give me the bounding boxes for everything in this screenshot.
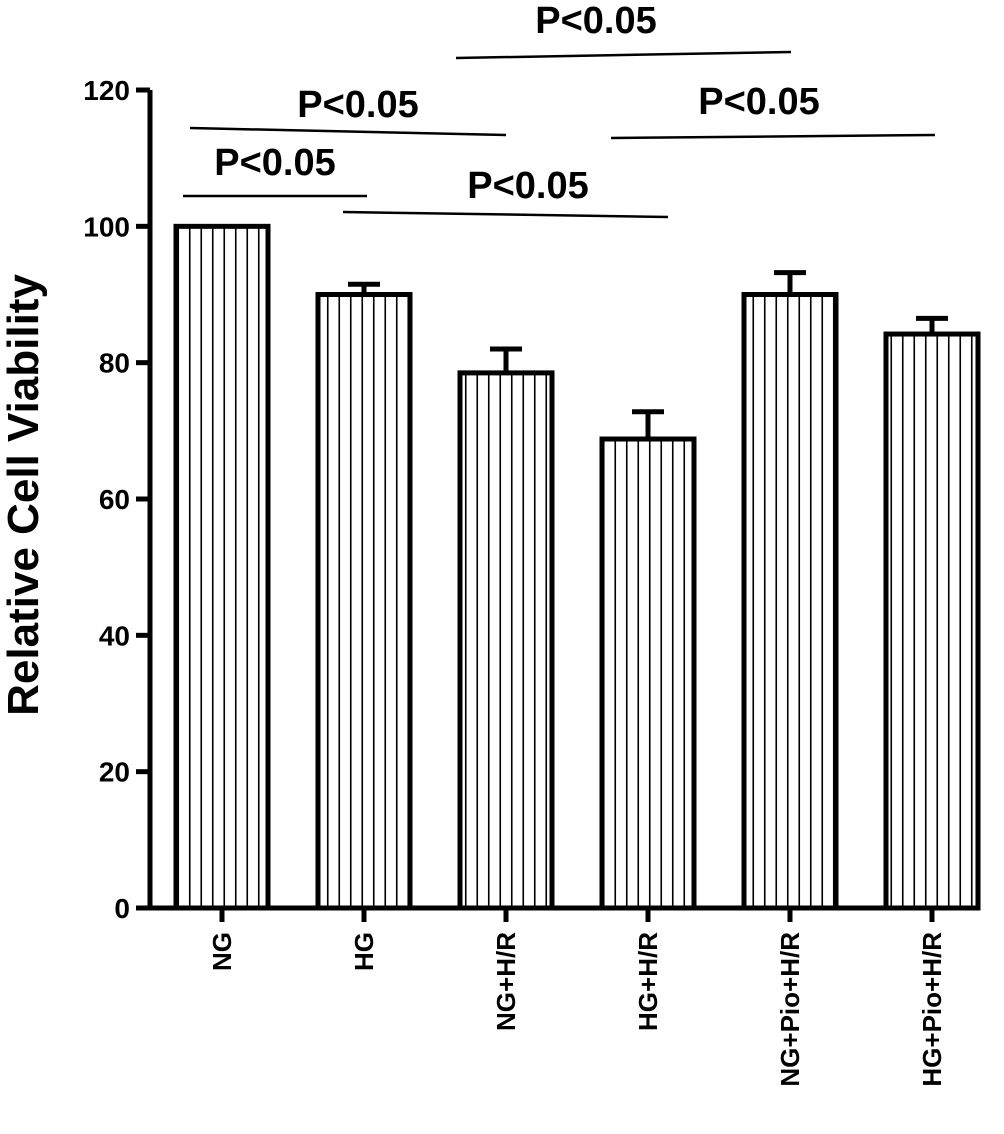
significance-line: [610, 133, 936, 140]
x-tick-label: HG+Pio+H/R: [917, 932, 947, 1087]
significance-line: [455, 50, 792, 60]
y-axis-label: Relative Cell Viability: [0, 274, 48, 716]
bar: [599, 436, 697, 911]
bar: [315, 292, 413, 911]
significance-label: P<0.05: [535, 0, 657, 42]
y-tick-label: 80: [99, 348, 130, 379]
bar: [457, 370, 555, 911]
significance-label: P<0.05: [467, 165, 589, 207]
y-tick-label: 60: [99, 484, 130, 515]
bar: [883, 331, 981, 911]
x-tick-label: HG+H/R: [633, 932, 663, 1031]
significance-line: [189, 126, 507, 137]
y-tick-label: 120: [83, 75, 130, 106]
bar: [741, 292, 839, 911]
plot-area: 0 20 40 60 80 100 120 NG HG NG+H/R HG+H/R NG+Pio+H/…: [83, 0, 981, 1087]
x-tick-label: NG+Pio+H/R: [775, 932, 805, 1087]
y-tick-label: 40: [99, 620, 130, 651]
y-tick-label: 20: [99, 757, 130, 788]
x-tick-label: NG: [207, 932, 237, 971]
significance-label: P<0.05: [214, 142, 336, 184]
x-tick-label: HG: [349, 932, 379, 971]
x-tick-label: NG+H/R: [491, 932, 521, 1031]
significance-label: P<0.05: [297, 84, 419, 126]
significance-label: P<0.05: [698, 81, 820, 123]
y-tick-label: 0: [114, 893, 130, 924]
bar: [173, 223, 271, 911]
y-tick-label: 100: [83, 211, 130, 242]
significance-line: [342, 210, 669, 219]
